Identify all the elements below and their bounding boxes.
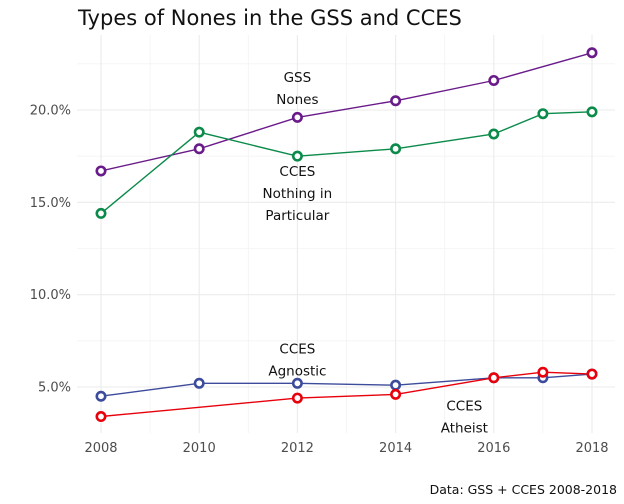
series-gss-nones — [95, 47, 598, 177]
data-point — [586, 368, 598, 380]
annotation-label: CCES Atheist — [441, 399, 488, 437]
data-point — [586, 106, 598, 118]
annotation-line: Nones — [276, 92, 318, 108]
annotation-line: Agnostic — [268, 363, 326, 379]
annotation-label: CCES Agnostic — [268, 341, 326, 379]
data-point — [390, 143, 402, 155]
data-point — [488, 74, 500, 86]
data-point — [95, 411, 107, 423]
x-tick-label: 2016 — [477, 441, 510, 456]
annotations: GSS Nones CCES Nothing in Particular CCES Agno… — [263, 70, 488, 437]
data-point — [193, 126, 205, 138]
annotation-line: GSS — [284, 70, 312, 86]
data-point — [488, 128, 500, 140]
y-tick-label: 15.0% — [30, 196, 71, 211]
data-point — [291, 150, 303, 162]
data-point — [537, 108, 549, 120]
series-line — [100, 52, 593, 172]
series-line — [100, 371, 593, 418]
y-tick-label: 5.0% — [38, 381, 71, 396]
data-point — [95, 165, 107, 177]
data-point — [537, 366, 549, 378]
y-axis-ticks: 5.0% 10.0% 15.0% 20.0% — [30, 104, 71, 396]
x-tick-label: 2010 — [183, 441, 216, 456]
series-layer — [95, 47, 598, 423]
data-point — [193, 377, 205, 389]
data-point — [488, 372, 500, 384]
data-point — [586, 47, 598, 59]
x-tick-label: 2014 — [379, 441, 412, 456]
chart-caption: Data: GSS + CCES 2008-2018 — [430, 482, 617, 497]
series-cces-atheist — [95, 366, 598, 423]
annotation-line: Particular — [265, 208, 329, 224]
annotation-line: CCES — [446, 399, 482, 415]
y-tick-label: 10.0% — [30, 288, 71, 303]
annotation-label: GSS Nones — [276, 70, 318, 108]
data-point — [291, 377, 303, 389]
chart-title: Types of Nones in the GSS and CCES — [77, 6, 462, 30]
y-tick-label: 20.0% — [30, 104, 71, 119]
annotation-line: Nothing in — [263, 186, 333, 202]
x-tick-label: 2018 — [575, 441, 608, 456]
annotation-label: CCES Nothing in Particular — [263, 164, 333, 224]
data-point — [390, 379, 402, 391]
x-axis-ticks: 2008 2010 2012 2014 2016 2018 — [84, 441, 608, 456]
data-point — [291, 111, 303, 123]
x-tick-label: 2012 — [281, 441, 314, 456]
series-cces-nothing-in-particular — [95, 106, 598, 219]
data-point — [193, 143, 205, 155]
data-point — [390, 388, 402, 400]
data-point — [95, 207, 107, 219]
annotation-line: CCES — [279, 341, 315, 357]
x-tick-label: 2008 — [84, 441, 117, 456]
data-point — [95, 390, 107, 402]
data-point — [291, 392, 303, 404]
grid — [77, 35, 615, 433]
annotation-line: CCES — [279, 164, 315, 180]
annotation-line: Atheist — [441, 421, 488, 437]
data-point — [390, 95, 402, 107]
